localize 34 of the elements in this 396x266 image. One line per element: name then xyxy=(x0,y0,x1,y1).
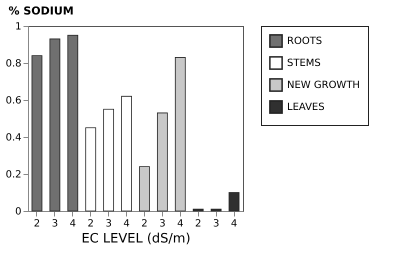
x-tick-label: 2 xyxy=(195,218,202,230)
x-tick-label: 3 xyxy=(52,218,58,230)
x-tick-label: 3 xyxy=(105,218,112,230)
y-tick-label: 0.6 xyxy=(6,96,22,106)
y-tick-label: 0 xyxy=(15,206,22,218)
legend-label: STEMS xyxy=(287,58,321,69)
y-tick-label: 1 xyxy=(15,22,22,32)
bar xyxy=(67,34,78,212)
bar xyxy=(156,112,168,212)
x-tick-label: 4 xyxy=(230,218,238,230)
x-tick-label: 3 xyxy=(159,218,166,230)
bar xyxy=(121,96,132,212)
y-axis-title: % SODIUM xyxy=(8,4,74,18)
x-tick-label: 3 xyxy=(212,218,220,230)
bar xyxy=(174,57,186,212)
y-tick-label: 0.4 xyxy=(6,132,22,144)
legend-label: LEAVES xyxy=(287,102,325,113)
bar xyxy=(49,38,60,212)
y-tick-label: 0.2 xyxy=(6,170,22,180)
bar xyxy=(85,127,96,212)
x-tick-label: 2 xyxy=(88,218,94,230)
x-axis-title: EC LEVEL (dS/m) xyxy=(81,232,191,246)
legend-label: ROOTS xyxy=(287,36,322,47)
y-tick-label: 0.8 xyxy=(6,58,22,70)
bar xyxy=(103,108,114,212)
x-tick-label: 4 xyxy=(70,218,76,230)
x-tick-label: 4 xyxy=(123,218,130,230)
x-tick-label: 2 xyxy=(34,218,40,230)
bar xyxy=(32,55,42,212)
x-tick-label: 4 xyxy=(177,218,184,230)
bar xyxy=(228,192,240,212)
x-tick-label: 2 xyxy=(141,218,148,230)
bar xyxy=(139,166,150,212)
legend-label: NEW GROWTH xyxy=(287,80,360,91)
